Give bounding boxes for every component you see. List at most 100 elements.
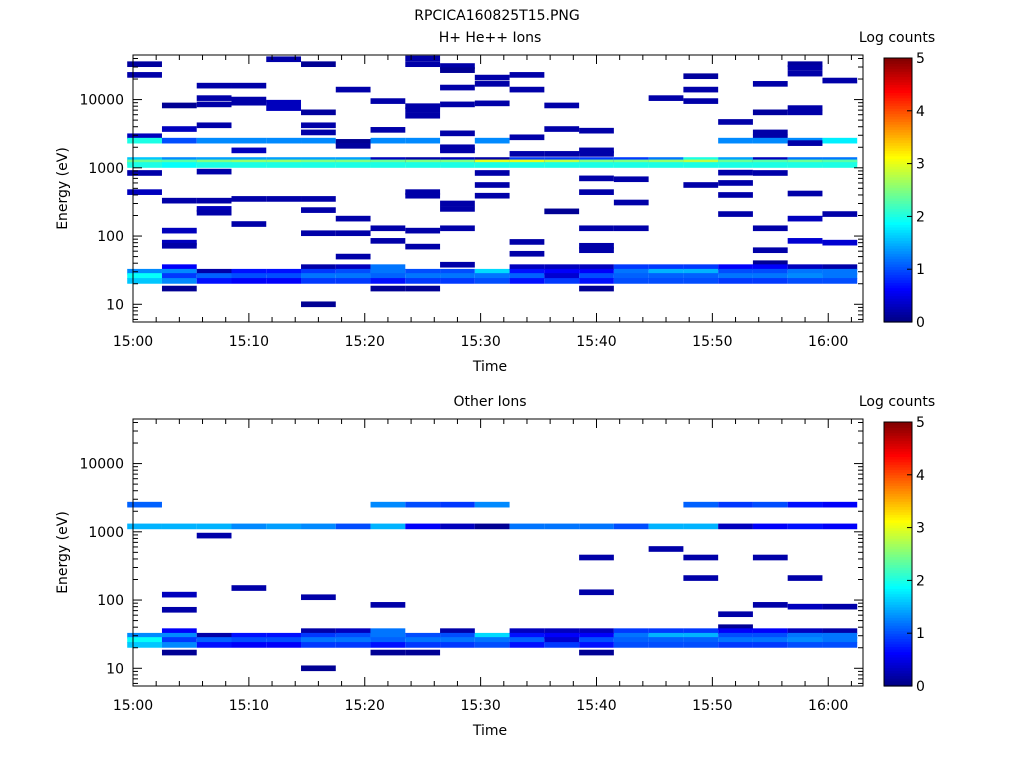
colorbar-segment — [884, 84, 912, 88]
heatmap-cell — [474, 632, 510, 639]
heatmap-cell — [370, 628, 406, 634]
heatmap-cell — [752, 162, 788, 168]
colorbar-segment — [884, 145, 912, 149]
heatmap-cell — [231, 642, 267, 648]
heatmap-cell — [752, 247, 788, 254]
heatmap-cell — [440, 144, 475, 151]
colorbar-segment — [884, 108, 912, 112]
colorbar-segment — [884, 110, 912, 115]
colorbar-segment — [884, 683, 912, 687]
heatmap-cell — [161, 137, 197, 144]
colorbar-segment — [884, 168, 912, 173]
heatmap-cell — [544, 278, 580, 284]
colorbar-segment — [884, 68, 912, 72]
heatmap-cell — [370, 264, 406, 270]
colorbar-segment — [884, 585, 912, 589]
heatmap-cell — [822, 628, 858, 634]
heatmap-cell — [301, 207, 336, 213]
heatmap-cell — [231, 82, 267, 89]
heatmap-cell — [613, 264, 649, 270]
colorbar-segment — [884, 551, 912, 555]
heatmap-cell — [474, 273, 510, 279]
heatmap-cell — [440, 225, 475, 232]
heatmap-cell — [752, 260, 788, 267]
colorbar-segment — [884, 250, 912, 254]
y-axis: 10 100 1000 10000 — [79, 421, 863, 684]
heatmap-cell — [718, 273, 753, 279]
y-axis-label: Energy (eV) — [55, 147, 71, 230]
heatmap-cell — [579, 268, 614, 275]
heatmap-cell — [579, 628, 614, 634]
heatmap-cell — [752, 109, 788, 116]
x-tick-label: 15:10 — [229, 334, 269, 350]
heatmap-cell — [752, 628, 788, 634]
heatmap-cell — [718, 211, 753, 217]
heatmap-cell — [752, 134, 788, 141]
heatmap-cell — [301, 109, 336, 116]
heatmap-cell — [752, 637, 788, 643]
x-tick-label: 15:40 — [576, 698, 616, 714]
colorbar-tick-label: 3 — [916, 521, 925, 537]
heatmap-cell — [509, 134, 545, 141]
colorbar-segment — [884, 126, 912, 130]
colorbar-segment — [884, 197, 912, 202]
heatmap-cell — [683, 523, 719, 530]
heatmap-cell — [127, 501, 162, 508]
colorbar-segment — [884, 229, 912, 233]
colorbar-segment — [884, 422, 912, 426]
heatmap-cell — [822, 239, 858, 246]
colorbar-segment — [884, 522, 912, 526]
x-tick-label: 16:00 — [808, 698, 848, 714]
colorbar-segment — [884, 482, 912, 486]
colorbar-segment — [884, 208, 912, 212]
colorbar-segment — [884, 509, 912, 513]
y-tick-label: 100 — [97, 593, 124, 609]
heatmap-cell — [579, 189, 614, 195]
heatmap-cell — [127, 268, 162, 275]
colorbar-segment — [884, 174, 912, 178]
heatmap-cell — [752, 273, 788, 279]
colorbar-segment — [884, 65, 912, 70]
y-tick-label: 10000 — [79, 457, 124, 473]
heatmap-cell — [509, 264, 545, 270]
colorbar-segment — [884, 153, 912, 157]
heatmap-cell — [822, 603, 858, 610]
colorbar-segment — [884, 501, 912, 505]
heatmap-cell — [822, 77, 858, 84]
colorbar-segment — [884, 258, 912, 262]
heatmap-cell — [509, 239, 545, 245]
colorbar-tick-label: 2 — [916, 209, 925, 225]
heatmap-cell — [509, 278, 545, 284]
colorbar-tick-label: 4 — [916, 468, 925, 484]
heatmap-cell — [648, 632, 684, 639]
colorbar-segment — [884, 670, 912, 674]
heatmap-cell — [370, 632, 406, 639]
heatmap-cell — [301, 594, 336, 601]
heatmap-cell — [752, 129, 788, 136]
colorbar-segment — [884, 506, 912, 510]
heatmap-cell — [752, 268, 788, 275]
y-axis-label: Energy (eV) — [55, 511, 71, 594]
heatmap-cell — [266, 162, 302, 168]
heatmap-cell — [544, 151, 580, 157]
colorbar-segment — [884, 298, 912, 302]
heatmap-cell — [579, 247, 614, 254]
colorbar-segment — [884, 116, 912, 120]
heatmap-cell — [544, 102, 580, 109]
heatmap-cell — [370, 637, 406, 643]
heatmap-cell — [161, 197, 197, 204]
heatmap-cell — [370, 278, 406, 284]
colorbar-segment — [884, 113, 912, 117]
heatmap-cell — [718, 642, 753, 648]
heatmap-cell — [752, 170, 788, 176]
heatmap-cell — [474, 278, 510, 284]
heatmap-cell — [822, 211, 858, 217]
colorbar-segment — [884, 464, 912, 468]
heatmap-cell — [648, 162, 684, 168]
colorbar-segment — [884, 493, 912, 497]
colorbar: 0 1 2 3 4 5 Log counts — [859, 30, 935, 331]
heatmap-cell — [752, 642, 788, 648]
colorbar-segment — [884, 131, 912, 136]
heatmap-cell — [613, 162, 649, 168]
colorbar-segment — [884, 625, 912, 629]
